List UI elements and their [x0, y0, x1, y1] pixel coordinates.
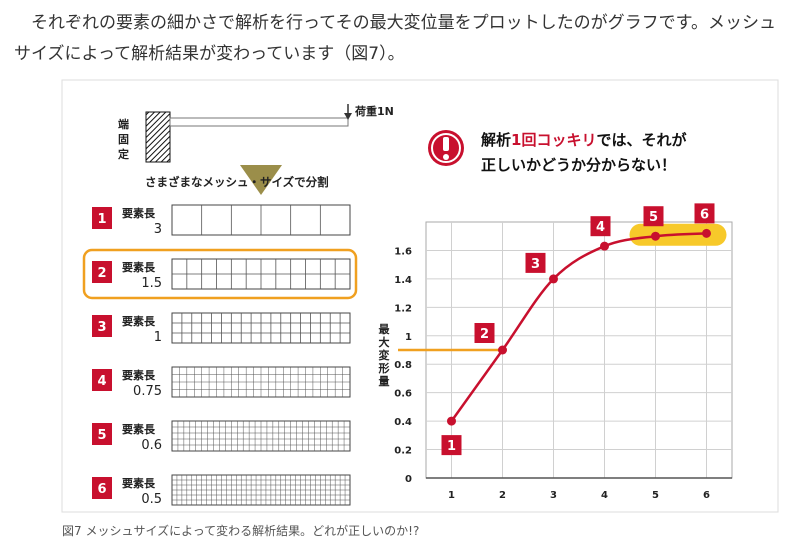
mesh-number: 4: [97, 374, 106, 389]
mesh-number: 3: [97, 320, 106, 335]
x-tick-label: 1: [448, 490, 455, 501]
mesh-number-badge: [92, 369, 112, 391]
mesh-number-badge: [92, 315, 112, 337]
data-point: [651, 231, 660, 241]
point-label-badge: [474, 323, 495, 343]
data-point: [549, 274, 558, 284]
mesh-number: 5: [97, 428, 106, 443]
mesh-number-badge: [92, 477, 112, 499]
x-tick-label: 3: [550, 490, 557, 501]
mesh-number-badge: [92, 207, 112, 229]
element-length-label: 要素長: [122, 476, 156, 490]
y-tick-label: 0.2: [394, 446, 412, 457]
y-tick-label: 1.2: [394, 303, 412, 314]
y-axis-label-char: 変: [379, 348, 390, 362]
mesh-number: 1: [97, 212, 106, 227]
fixed-support: [145, 111, 171, 163]
element-length-value: 0.6: [141, 438, 162, 453]
figure-caption: 図7 メッシュサイズによって変わる解析結果。どれが正しいのか!?: [62, 524, 420, 538]
mesh-number: 6: [97, 482, 106, 497]
point-label-badge: [441, 435, 462, 456]
data-point: [600, 241, 609, 251]
split-arrow-icon: [240, 165, 282, 195]
point-label-badge: [643, 206, 664, 227]
exclamation-icon: [443, 137, 449, 151]
mesh-number-badge: [92, 261, 112, 283]
point-label-badge: [694, 203, 715, 224]
element-length-value: 3: [154, 222, 162, 237]
warning-line-1: 解析1回コッキリでは、それが: [481, 131, 687, 149]
split-label: さまざまなメッシュ・サイズで分割: [145, 175, 329, 189]
x-tick-label: 6: [703, 490, 710, 501]
y-tick-label: 0.8: [394, 360, 412, 371]
exclamation-dot-icon: [443, 154, 449, 160]
element-length-value: 1.5: [141, 276, 162, 291]
point-label: 4: [596, 220, 605, 235]
y-axis-label-char: 形: [379, 362, 390, 375]
mesh-highlight-frame: [82, 248, 358, 300]
mesh-number: 2: [97, 266, 106, 281]
y-axis-label-char: 最: [379, 323, 391, 336]
element-length-label: 要素長: [122, 314, 156, 328]
data-point: [498, 345, 507, 355]
warning-callout: 解析1回コッキリでは、それが 正しいかどうか分からない！: [428, 130, 687, 174]
fixed-end-char-1: 端: [118, 117, 129, 131]
point-label: 6: [700, 207, 709, 222]
element-length-label: 要素長: [122, 368, 156, 382]
point-label-badge: [590, 216, 611, 237]
element-length-label: 要素長: [122, 206, 156, 220]
body-paragraph: それぞれの要素の細かさで解析を行ってその最大変位量をプロットしたのがグラフです。…: [14, 13, 776, 64]
y-axis-label-char: 大: [379, 335, 390, 349]
load-arrow-head: [344, 113, 352, 120]
element-length-value: 0.75: [133, 384, 162, 399]
y-tick-label: 0: [405, 474, 412, 485]
warning-ring: [431, 133, 461, 163]
element-length-value: 0.5: [141, 492, 162, 507]
data-point: [447, 416, 456, 426]
data-point: [702, 228, 711, 238]
point-label: 5: [649, 210, 658, 225]
element-length-label: 要素長: [122, 422, 156, 436]
warning-line-2: 正しいかどうか分からない！: [481, 156, 676, 174]
mesh-number-badge: [92, 423, 112, 445]
point-label-badge: [525, 252, 546, 273]
y-tick-label: 1.4: [394, 275, 412, 286]
fixed-end-char-2: 固: [118, 133, 129, 146]
element-length-label: 要素長: [122, 260, 156, 274]
beam-illustration: 端 固 定 荷重1N さまざまなメッシュ・サイズで分割: [118, 104, 394, 195]
point-label: 1: [447, 439, 456, 454]
point-label: 2: [480, 327, 489, 342]
y-axis-label-char: 量: [379, 375, 390, 388]
y-tick-label: 0.6: [394, 389, 412, 400]
y-tick-label: 1: [405, 332, 412, 343]
load-label: 荷重1N: [354, 104, 394, 118]
x-tick-label: 2: [499, 490, 506, 501]
mesh-rows: 1 要素長 3 2 要素長 1.5 3 要素長 1 4 要素長 0.75 5 要素長 0.6 6 要素長 0.5: [82, 204, 358, 507]
y-tick-label: 1.6: [394, 246, 412, 257]
x-tick-label: 4: [601, 490, 608, 501]
point-label: 3: [531, 257, 540, 272]
x-tick-label: 5: [652, 490, 659, 501]
fixed-end-char-3: 定: [118, 147, 129, 161]
beam: [169, 117, 349, 127]
element-length-value: 1: [154, 330, 162, 345]
y-tick-label: 0.4: [394, 417, 412, 428]
